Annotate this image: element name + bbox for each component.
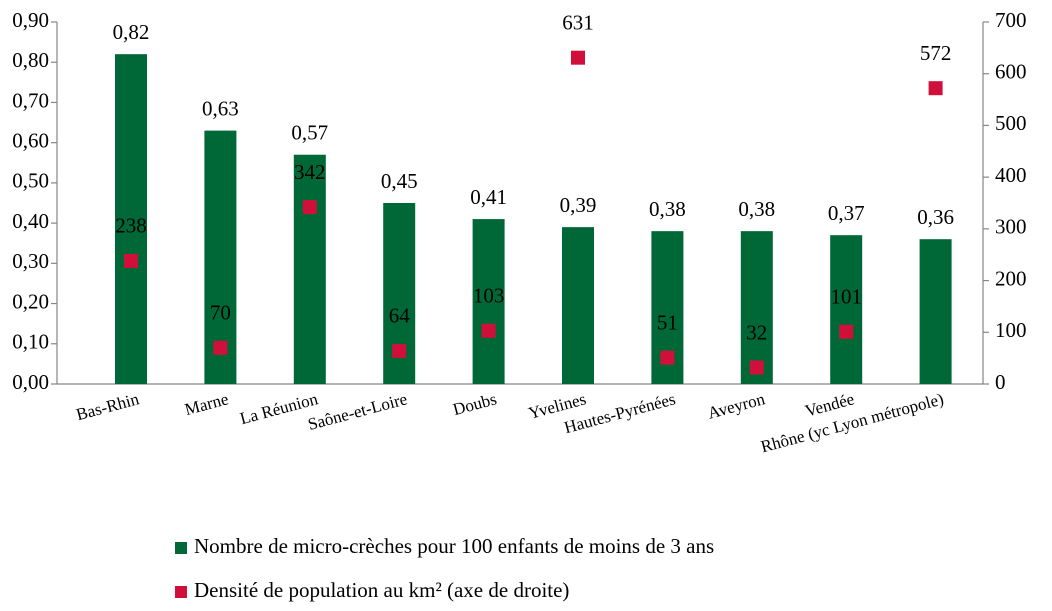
marker [571, 50, 585, 65]
marker-value-label: 631 [562, 10, 594, 34]
legend-label: Densité de population au km² (axe de dro… [194, 578, 569, 602]
x-tick-label: Aveyron [706, 389, 768, 423]
bar-value-label: 0,45 [381, 169, 418, 193]
y-tick-label: 0,40 [12, 209, 49, 233]
bar [115, 54, 147, 385]
marker [124, 253, 138, 268]
bar-value-label: 0,82 [113, 20, 150, 44]
x-tick-label: Marne [183, 389, 231, 419]
marker [660, 350, 675, 365]
marker [213, 340, 228, 355]
bar [562, 227, 594, 384]
marker [481, 323, 496, 338]
x-tick-label: Bas-Rhin [74, 389, 141, 424]
y-tick-label: 0,50 [12, 169, 49, 193]
y-tick-label: 0,00 [12, 370, 49, 394]
bar-value-label: 0,63 [202, 96, 239, 120]
legend-swatch [175, 542, 187, 554]
y-tick-label: 0,90 [12, 8, 49, 32]
marker-value-label: 101 [830, 285, 862, 309]
marker-value-label: 572 [920, 41, 952, 65]
y-tick-label: 0,10 [12, 330, 49, 354]
y2-tick-label: 600 [995, 60, 1027, 84]
marker [928, 81, 943, 96]
bar [919, 239, 952, 384]
y2-tick-label: 400 [995, 163, 1027, 187]
y2-tick-label: 700 [995, 8, 1027, 32]
y2-tick-label: 200 [995, 266, 1027, 290]
bar [472, 219, 505, 384]
marker [749, 360, 764, 375]
bar [740, 231, 773, 384]
marker-value-label: 103 [473, 284, 505, 308]
bar-value-label: 0,38 [649, 197, 686, 221]
marker-value-label: 51 [657, 310, 678, 334]
bar-value-label: 0,36 [917, 205, 954, 229]
marker [302, 200, 317, 215]
marker [839, 324, 854, 339]
marker-value-label: 32 [746, 320, 767, 344]
bar-value-label: 0,38 [738, 197, 775, 221]
bar-value-label: 0,57 [291, 121, 328, 145]
y-tick-label: 0,80 [12, 48, 49, 72]
marker-value-label: 70 [210, 301, 231, 325]
y2-tick-label: 100 [995, 318, 1027, 342]
x-tick-label: Saône-et-Loire [306, 389, 409, 434]
x-tick-label: Doubs [451, 389, 499, 419]
marker-value-label: 238 [115, 214, 147, 238]
bar [830, 235, 863, 384]
y2-tick-label: 300 [995, 215, 1027, 239]
y-tick-label: 0,60 [12, 128, 49, 152]
y2-tick-label: 500 [995, 111, 1027, 135]
y2-tick-label: 0 [995, 370, 1006, 394]
y-tick-label: 0,30 [12, 249, 49, 273]
legend-swatch [175, 586, 187, 598]
bar-value-label: 0,41 [470, 185, 507, 209]
marker [392, 343, 407, 358]
y-tick-label: 0,20 [12, 289, 49, 313]
marker-value-label: 342 [294, 160, 326, 184]
bar [293, 154, 326, 384]
bar-value-label: 0,39 [560, 193, 597, 217]
y-tick-label: 0,70 [12, 88, 49, 112]
legend-label: Nombre de micro-crèches pour 100 enfants… [194, 534, 714, 558]
marker-value-label: 64 [389, 304, 411, 328]
bar-value-label: 0,37 [828, 201, 865, 225]
